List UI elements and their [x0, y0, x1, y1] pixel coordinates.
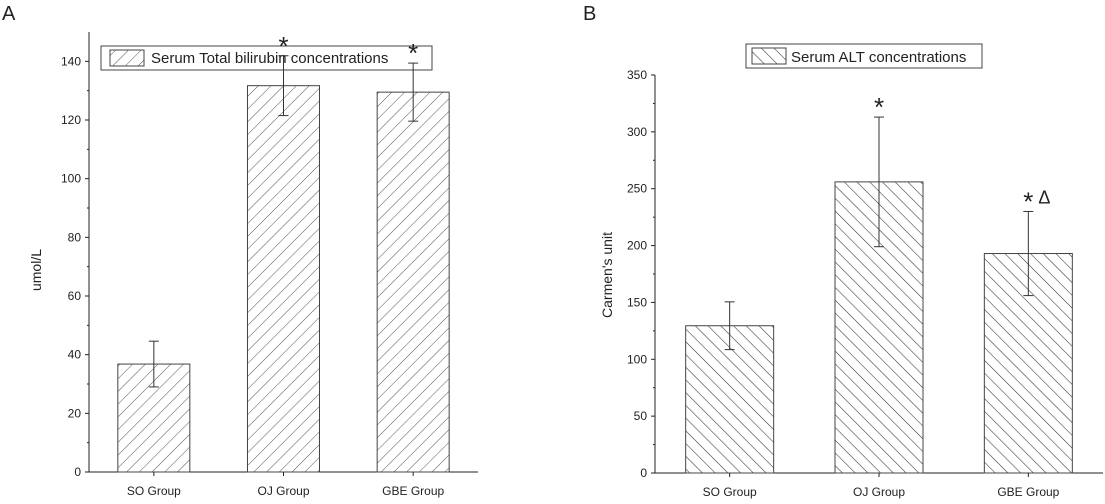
panel-b-y-tick-label: 200: [627, 239, 647, 253]
panel-a-x-tick-label: OJ Group: [257, 484, 309, 498]
panel-a: A umol/L Serum Total bilirubin concentra…: [2, 3, 478, 498]
panel-a-plot: 0 20 40 60 80 100 120 140 SO Group OJ Group * GBE G…: [61, 31, 478, 498]
panel-a-y-axis-title: umol/L: [28, 249, 44, 291]
panel-b-legend-text: Serum ALT concentrations: [791, 49, 966, 66]
panel-a-bar: [376, 91, 450, 473]
panel-b-significance-mark: *: [874, 92, 884, 122]
panel-a-legend-box: [100, 45, 433, 71]
panel-b-significance-mark: *: [1023, 186, 1033, 216]
panel-b-y-tick-label: 300: [627, 125, 647, 139]
panel-a-y-tick-label: 0: [74, 465, 81, 479]
panel-a-y-tick-label: 20: [68, 406, 82, 420]
panel-b-y-tick-label: 350: [627, 68, 647, 82]
panel-b: B Carmen's unit Serum ALT concentrations…: [583, 3, 1103, 499]
panel-b-x-tick-label: SO Group: [703, 485, 757, 499]
panel-b-bar: [685, 325, 775, 474]
panel-a-legend-text: Serum Total bilirubin concentrations: [151, 50, 388, 67]
panel-b-y-tick-label: 100: [627, 352, 647, 366]
panel-a-x-tick-label: SO Group: [127, 484, 181, 498]
panel-a-y-tick-label: 80: [68, 230, 82, 244]
panel-b-legend-swatch: [751, 47, 787, 65]
panel-b-x-tick-label: GBE Group: [997, 485, 1059, 499]
panel-a-y-tick-label: 140: [61, 54, 81, 68]
panel-a-y-tick-label: 60: [68, 289, 82, 303]
panel-a-significance-mark: *: [278, 31, 288, 61]
panel-a-legend-swatch: [109, 49, 145, 67]
panel-b-y-tick-label: 0: [640, 466, 647, 480]
panel-b-plot: 0 50 100 150 200 250 300 350 SO Group OJ Group * GB…: [627, 68, 1103, 499]
panel-b-x-tick-label: OJ Group: [853, 485, 905, 499]
panel-a-legend: Serum Total bilirubin concentrations: [100, 45, 433, 71]
panel-a-y-tick-label: 100: [61, 172, 81, 186]
panel-b-y-tick-label: 150: [627, 295, 647, 309]
panel-b-y-tick-label: 50: [634, 409, 648, 423]
panel-b-label: B: [583, 3, 596, 25]
panel-a-bar: [247, 85, 320, 473]
panel-a-y-tick-label: 40: [68, 348, 82, 362]
panel-a-label: A: [2, 3, 16, 25]
panel-b-y-tick-label: 250: [627, 182, 647, 196]
panel-b-significance-mark-extra: Δ: [1038, 187, 1050, 207]
panel-a-x-tick-label: GBE Group: [382, 484, 444, 498]
panel-a-y-tick-label: 120: [61, 113, 81, 127]
panel-b-y-axis-title: Carmen's unit: [599, 232, 615, 318]
panel-b-legend: Serum ALT concentrations: [745, 43, 983, 69]
panel-a-significance-mark: *: [408, 38, 418, 68]
